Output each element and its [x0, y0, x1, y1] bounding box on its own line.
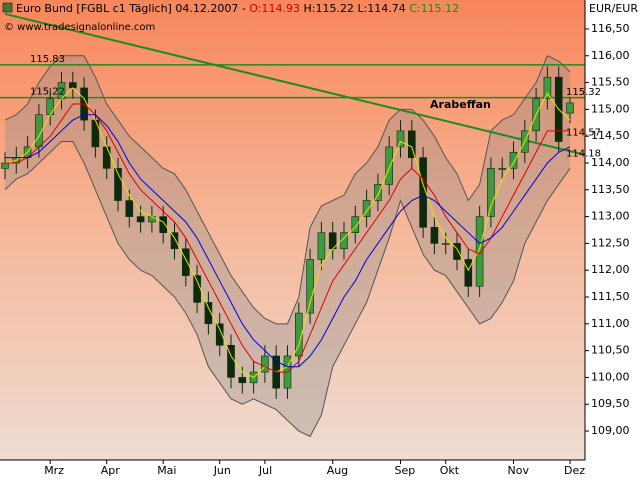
value-label: 114.18: [566, 148, 601, 159]
candle-body: [170, 232, 179, 250]
x-tick-label: Nov: [508, 464, 530, 477]
candle-body: [102, 146, 111, 169]
y-tick-label: 115,00: [591, 102, 630, 115]
x-tick-label: Jun: [213, 464, 231, 477]
axis-unit: EUR/EUR: [589, 2, 638, 15]
candle-body: [487, 168, 495, 217]
candle-body: [475, 216, 484, 287]
candle-body: [114, 168, 122, 201]
x-tick-label: Apr: [101, 464, 121, 477]
candle-body: [1, 162, 9, 169]
candle-body: [464, 259, 473, 287]
x-tick-label: Mrz: [44, 464, 64, 477]
candle-body: [407, 130, 416, 158]
copyright: © www.tradesignalonline.com: [4, 22, 155, 33]
header-high: H:115.22: [303, 2, 353, 15]
h-line-label: 115.22: [30, 87, 65, 98]
candle-body: [159, 216, 167, 233]
x-tick-label: Sep: [395, 464, 416, 477]
candle-body: [385, 146, 394, 185]
header: Euro Bund [FGBL c1 Täglich] 04.12.2007 -…: [16, 2, 459, 15]
candle-body: [182, 248, 190, 276]
y-tick-label: 114,50: [591, 129, 630, 142]
y-tick-label: 109,50: [591, 397, 630, 410]
y-tick-label: 110,00: [591, 370, 630, 383]
x-tick-label: Jul: [258, 464, 272, 477]
value-label: 114.57: [566, 127, 601, 138]
y-tick-label: 111,50: [591, 290, 630, 303]
candle-body: [453, 243, 461, 260]
candle-body: [193, 275, 201, 303]
candle-body: [261, 355, 269, 373]
candle-body: [374, 184, 382, 201]
candle-body: [136, 216, 145, 223]
candle-body: [46, 98, 55, 116]
y-tick-label: 109,00: [591, 424, 630, 437]
moving-average: [5, 114, 571, 368]
y-tick-label: 113,50: [591, 183, 630, 196]
y-tick-label: 116,50: [591, 22, 630, 35]
moving-average: [5, 103, 570, 373]
candle-body: [430, 227, 439, 244]
plot: [0, 12, 585, 438]
h-line-label: 115.83: [30, 54, 65, 65]
band-lower: [4, 141, 571, 438]
y-tick-label: 116,00: [591, 49, 630, 62]
x-tick-label: Dez: [564, 464, 585, 477]
x-tick-label: Mai: [157, 464, 176, 477]
candle-body: [498, 168, 507, 170]
candle-body: [419, 157, 427, 228]
header-close: C:115.12: [409, 2, 459, 15]
value-label: 115.32: [566, 87, 601, 98]
header-open: O:114.93: [249, 2, 300, 15]
plot-area: [0, 0, 585, 460]
candle-body: [351, 216, 360, 233]
candle-body: [566, 102, 574, 114]
icon: [2, 2, 13, 13]
x-tick-label: Okt: [440, 464, 460, 477]
candle-body: [69, 82, 77, 89]
candle-body: [441, 243, 450, 245]
candle-body: [215, 323, 224, 346]
y-tick-label: 112,50: [591, 236, 630, 249]
y-tick-label: 110,50: [591, 344, 630, 357]
y-tick-label: 114,00: [591, 156, 630, 169]
candle-body: [509, 151, 518, 169]
trend-line: [4, 12, 585, 156]
x-tick-label: Aug: [327, 464, 348, 477]
candle-body: [204, 302, 213, 325]
candle-body: [396, 130, 405, 148]
candle-body: [362, 200, 371, 217]
y-tick-label: 113,00: [591, 210, 630, 223]
header-low: L:114.74: [357, 2, 405, 15]
candle-body: [306, 259, 314, 314]
y-tick-label: 111,00: [591, 317, 630, 330]
candle-body: [125, 200, 134, 217]
y-tick-label: 112,00: [591, 263, 630, 276]
candle-body: [294, 312, 303, 357]
candle-body: [317, 232, 326, 260]
candle-body: [91, 119, 100, 148]
band-fill: [5, 55, 570, 437]
header-title: Euro Bund [FGBL c1 Täglich]: [16, 2, 172, 15]
band-upper: [4, 55, 571, 325]
annotation: Arabeffan: [430, 98, 491, 111]
y-tick-label: 115,50: [591, 76, 630, 89]
candle-body: [543, 76, 552, 99]
candle-body: [238, 377, 247, 384]
header-date: 04.12.2007: [175, 2, 238, 15]
